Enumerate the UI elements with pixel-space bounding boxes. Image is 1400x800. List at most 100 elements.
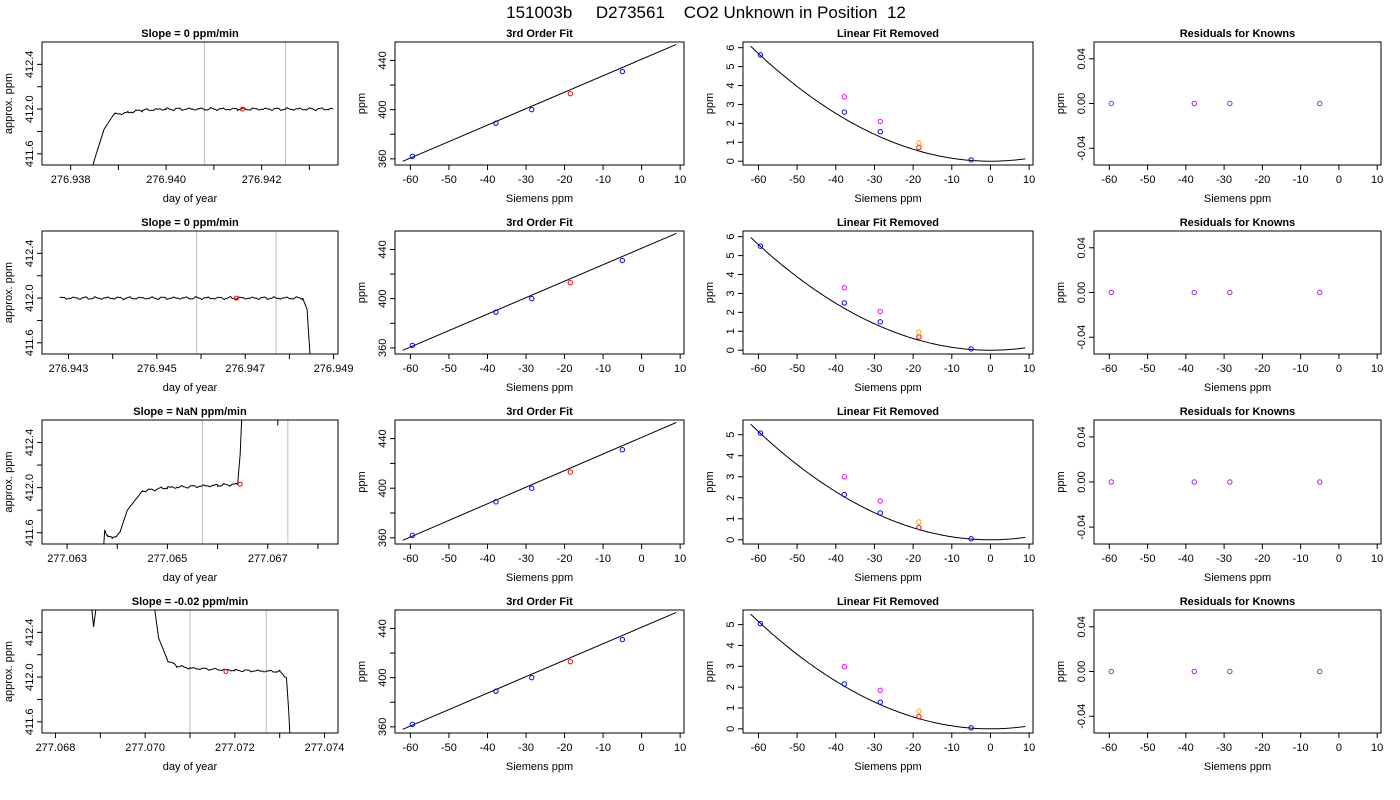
- x-tick-label: -50: [441, 363, 457, 375]
- data-point-purple: [1227, 479, 1233, 485]
- plot-frame: [41, 609, 339, 734]
- x-tick-label: -40: [480, 363, 496, 375]
- x-tick-label: -20: [1254, 174, 1270, 186]
- x-tick-label: 276.938: [51, 174, 91, 186]
- x-tick-label: 0: [1336, 553, 1342, 565]
- x-tick-label: -10: [595, 553, 611, 565]
- panel-r2c3: Residuals for Knowns Siemens ppm ppm -60 -50…: [1055, 406, 1383, 584]
- x-tick-label: -30: [867, 363, 883, 375]
- x-tick-label: -60: [1101, 742, 1117, 754]
- unknown-marker: [233, 295, 239, 301]
- y-tick-label: 1: [725, 328, 737, 334]
- plot-frame: [394, 419, 685, 545]
- x-axis-label: Siemens ppm: [1204, 572, 1271, 584]
- data-point-magenta: [841, 664, 848, 670]
- plot-area: [750, 45, 1026, 163]
- x-tick-label: 10: [1371, 742, 1383, 754]
- x-tick-label: -60: [1101, 174, 1117, 186]
- plot-area: [1108, 289, 1323, 296]
- y-tick-label: 0.00: [1076, 471, 1088, 492]
- y-tick-label: 0: [725, 158, 737, 164]
- data-point-magenta: [841, 474, 848, 480]
- plot-frame: [1093, 41, 1382, 166]
- x-tick-label: 10: [1023, 174, 1035, 186]
- x-tick-label: -30: [518, 174, 534, 186]
- y-tick-label: 360: [377, 718, 389, 736]
- y-tick-label: 440: [377, 429, 389, 447]
- panel-r0c1: 3rd Order Fit Siemens ppm ppm -60 -50 -40 -30 -…: [356, 28, 686, 205]
- y-tick-label: 4: [725, 642, 737, 648]
- x-tick-label: -20: [557, 553, 573, 565]
- plot-frame: [394, 230, 685, 355]
- x-tick-label: -10: [944, 363, 960, 375]
- x-tick-label: -20: [557, 174, 573, 186]
- x-tick-label: -30: [1216, 174, 1232, 186]
- plot-frame: [742, 41, 1034, 166]
- y-axis-label: ppm: [1055, 471, 1067, 492]
- data-point-unknown: [567, 279, 574, 286]
- x-tick-label: -40: [480, 553, 496, 565]
- y-tick-label: 1: [725, 139, 737, 145]
- page-title: 151003b D273561 CO2 Unknown in Position …: [506, 3, 906, 22]
- y-axis-label: ppm: [356, 93, 368, 114]
- x-axis-label: day of year: [163, 572, 218, 584]
- y-tick-label: 400: [377, 668, 389, 686]
- x-tick-label: 276.942: [242, 174, 282, 186]
- plot-frame: [742, 230, 1034, 355]
- x-axis-label: Siemens ppm: [854, 382, 921, 394]
- data-point-unknown: [916, 334, 922, 340]
- y-tick-label: -0.04: [1076, 704, 1088, 729]
- plot-frame: [1093, 419, 1382, 545]
- panel-title: Slope = -0.02 ppm/min: [132, 596, 249, 608]
- y-axis-label: approx. ppm: [3, 262, 15, 323]
- x-tick-label: -40: [480, 174, 496, 186]
- data-point-known: [757, 430, 764, 436]
- panel-title: Linear Fit Removed: [837, 406, 939, 418]
- plot-area: [103, 420, 289, 544]
- y-tick-label: -0.04: [1076, 325, 1088, 350]
- plot-frame: [41, 419, 339, 545]
- panel-title: Residuals for Knowns: [1180, 217, 1296, 229]
- data-point-known: [493, 120, 499, 126]
- y-tick-label: 412.0: [24, 284, 36, 312]
- data-point-unknown: [916, 714, 922, 720]
- y-tick-label: 411.6: [24, 519, 36, 546]
- data-point-known: [841, 300, 848, 306]
- panel-r0c0: Slope = 0 ppm/min day of year approx. ppm 2…: [3, 28, 339, 205]
- y-tick-label: 6: [725, 234, 737, 240]
- y-tick-label: 2: [725, 309, 737, 315]
- x-tick-label: -40: [1178, 742, 1194, 754]
- x-axis-label: Siemens ppm: [854, 761, 921, 773]
- x-tick-label: -10: [1293, 174, 1309, 186]
- y-axis-label: approx. ppm: [3, 73, 15, 134]
- y-axis-label: ppm: [356, 471, 368, 492]
- x-tick-label: 0: [987, 553, 993, 565]
- plot-frame: [41, 230, 339, 355]
- data-point-unknown: [916, 144, 922, 151]
- plot-area: [1108, 100, 1323, 107]
- x-tick-label: -30: [1216, 742, 1232, 754]
- x-tick-label: -20: [905, 742, 921, 754]
- y-tick-label: 440: [377, 240, 389, 258]
- x-tick-label: -40: [828, 742, 844, 754]
- x-axis-label: Siemens ppm: [506, 382, 573, 394]
- y-axis-label: ppm: [704, 471, 716, 492]
- data-point-known: [877, 128, 883, 135]
- x-axis-label: day of year: [163, 382, 218, 394]
- panel-r0c3: Residuals for Knowns Siemens ppm ppm -60 -50…: [1055, 28, 1383, 205]
- x-tick-label: -30: [1216, 553, 1232, 565]
- x-tick-label: -20: [905, 363, 921, 375]
- data-point-purple: [1227, 289, 1233, 296]
- x-tick-label: 0: [1336, 363, 1342, 375]
- plot-area: [402, 44, 677, 162]
- data-point-orange: [916, 140, 922, 146]
- x-tick-label: -60: [402, 742, 418, 754]
- x-tick-label: 10: [674, 363, 686, 375]
- data-point-purple: [1108, 479, 1114, 485]
- y-axis-label: ppm: [356, 661, 368, 682]
- fit-curve: [750, 237, 1026, 351]
- x-axis-label: Siemens ppm: [854, 572, 921, 584]
- unknown-marker: [237, 481, 243, 487]
- y-tick-label: 400: [377, 289, 389, 307]
- panel-r1c3: Residuals for Knowns Siemens ppm ppm -60 -50…: [1055, 217, 1383, 394]
